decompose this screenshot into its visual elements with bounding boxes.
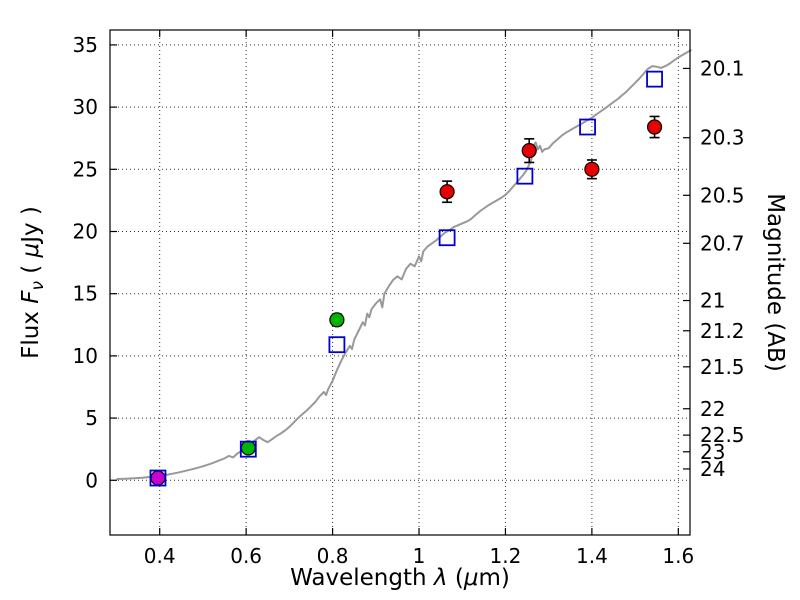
y-right-tick-label: 20.5	[700, 183, 745, 207]
y-right-tick-label: 22	[700, 397, 725, 421]
x-tick-label: 0.6	[230, 544, 262, 568]
y-right-tick-label: 24	[700, 457, 725, 481]
y-right-tick-label: 23	[700, 440, 725, 464]
observed-point	[521, 143, 537, 159]
synthetic-point	[149, 469, 167, 487]
synthetic-point	[438, 229, 456, 247]
observed-point	[646, 119, 663, 135]
x-tick-label: 1.4	[576, 544, 608, 568]
synthetic-point	[239, 440, 257, 458]
synthetic-point	[516, 167, 534, 185]
y-right-tick-label: 21.2	[700, 319, 745, 343]
y-axis-label-left: Flux Fν ( μJy )	[18, 206, 48, 359]
axes-frame	[109, 29, 691, 536]
y-right-tick-label: 20.1	[700, 56, 745, 80]
observed-point	[439, 184, 455, 200]
y-right-tick-label: 21.5	[700, 355, 745, 379]
grid	[110, 30, 690, 535]
y-axis-label-right: Magnitude (AB)	[762, 193, 788, 372]
synthetic-point	[646, 70, 663, 88]
y-left-tick-label: 30	[73, 95, 98, 119]
y-left-tick-label: 20	[73, 220, 98, 244]
x-tick-label: 1.2	[490, 544, 522, 568]
y-left-tick-label: 10	[73, 344, 98, 368]
x-tick-label: 1	[413, 544, 426, 568]
y-left-tick-label: 0	[85, 468, 98, 492]
observed-point	[329, 312, 345, 328]
y-right-tick-label: 22.5	[700, 423, 745, 447]
model-spectrum-line	[116, 49, 692, 480]
observed-points	[150, 119, 663, 486]
y-left-tick-label: 35	[73, 33, 98, 57]
x-tick-label: 0.4	[144, 544, 176, 568]
observed-point	[240, 440, 256, 456]
x-tick-label: 0.8	[317, 544, 349, 568]
observed-point	[150, 470, 166, 486]
plot-area	[110, 30, 690, 535]
x-tick-label: 1.6	[662, 544, 694, 568]
tick-marks	[110, 30, 690, 535]
synthetic-point	[328, 336, 346, 354]
x-axis-label: Wavelength λ (μm)	[290, 565, 510, 591]
synthetic-points	[149, 70, 663, 487]
y-left-tick-label: 25	[73, 157, 98, 181]
y-left-tick-label: 15	[73, 282, 98, 306]
y-left-tick-label: 5	[85, 406, 98, 430]
observed-point	[584, 161, 600, 177]
y-right-tick-label: 20.7	[700, 231, 745, 255]
y-right-tick-label: 20.3	[700, 126, 745, 150]
synthetic-point	[579, 118, 596, 136]
tick-labels: 0.4 0.6 0.8 1 1.2 1.4 1.6 0 5 10 15 20 25 30 35 20.1 20.…	[73, 33, 745, 568]
y-right-tick-label: 21	[700, 289, 725, 313]
